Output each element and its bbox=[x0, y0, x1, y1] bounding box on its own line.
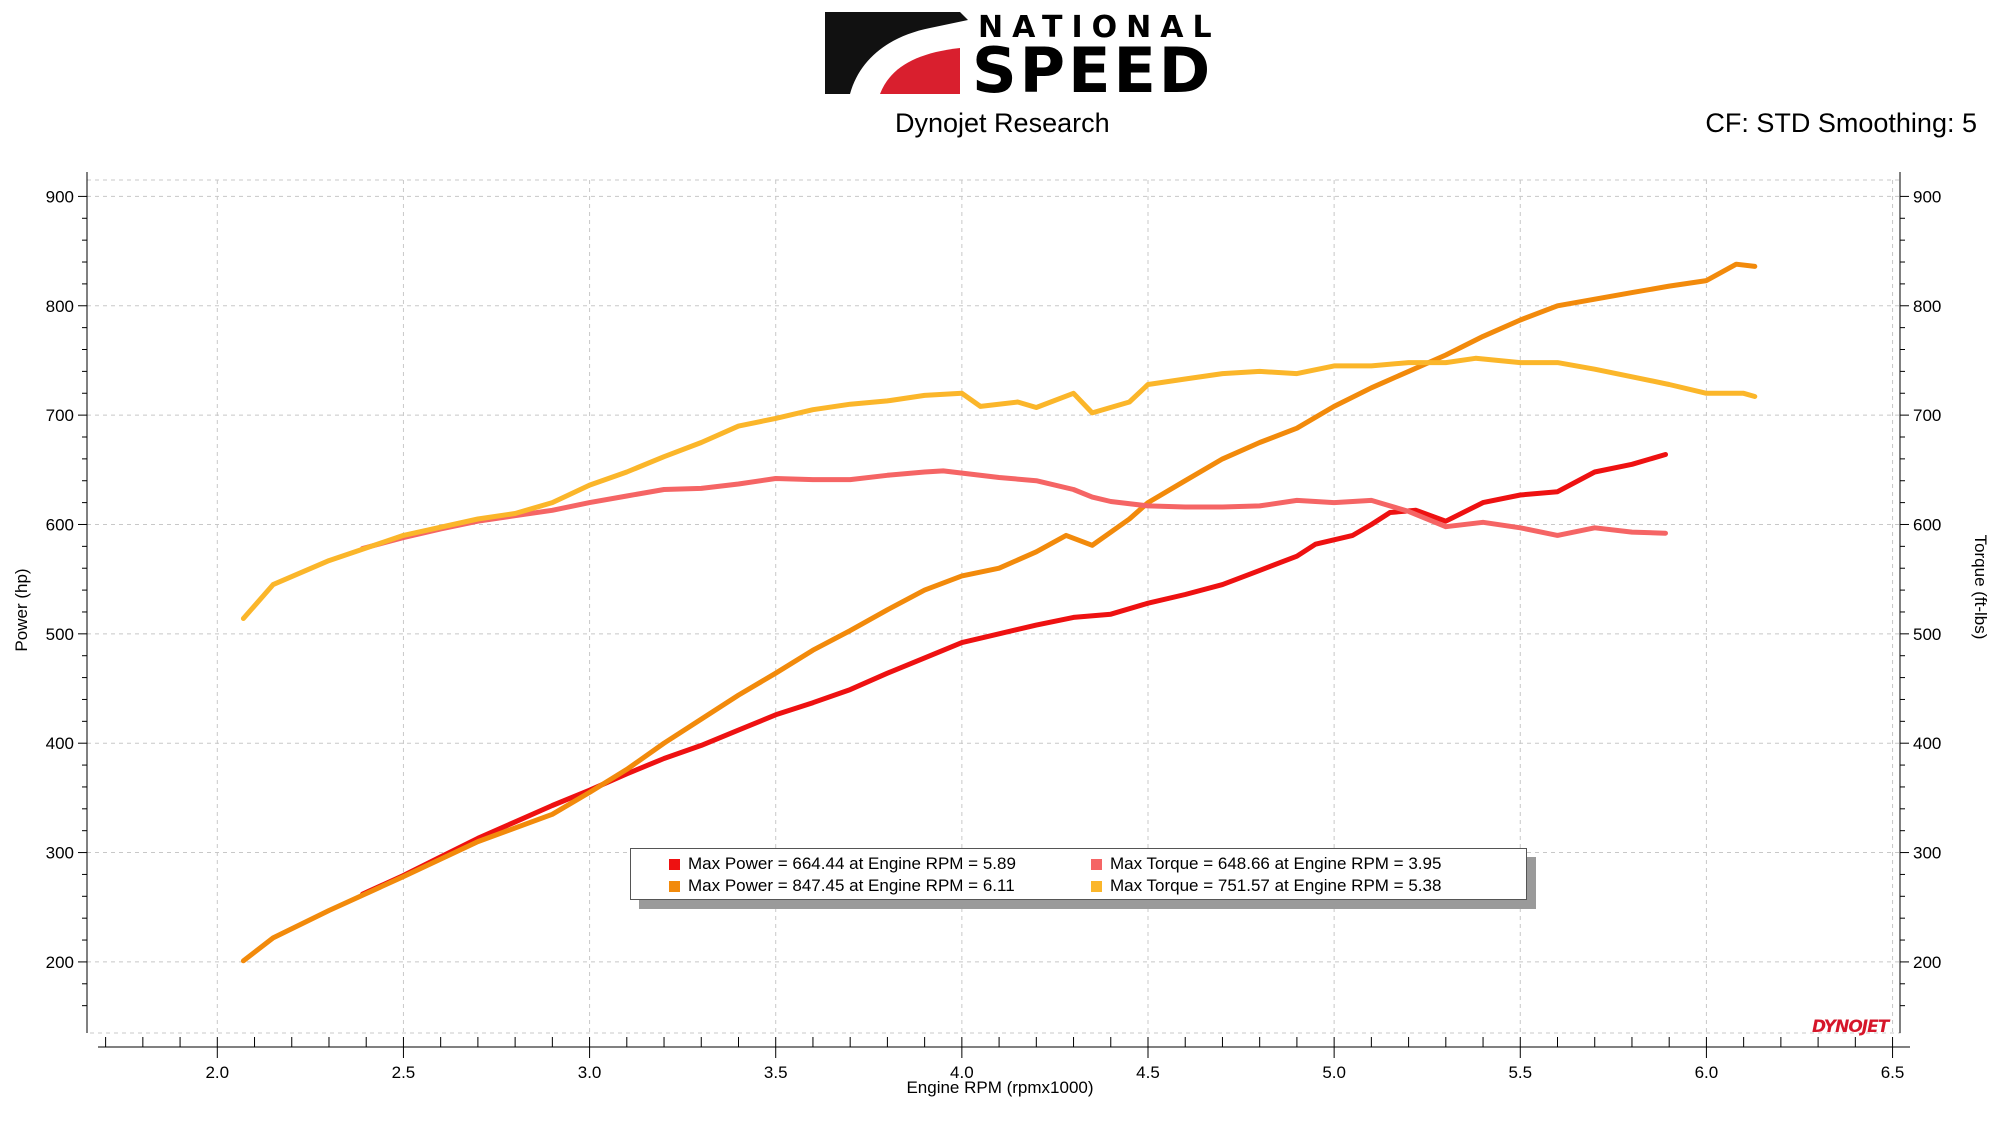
y-tick-label-left: 900 bbox=[46, 187, 74, 206]
chart-subtitle: Dynojet Research bbox=[895, 108, 1110, 138]
gridlines bbox=[86, 179, 1901, 1034]
plot-frame bbox=[86, 179, 1901, 1034]
y-tick-label-left: 800 bbox=[46, 297, 74, 316]
y-tick-label-right: 700 bbox=[1913, 406, 1941, 425]
series-line-3 bbox=[360, 468, 1668, 551]
y-tick-label-right: 300 bbox=[1913, 844, 1941, 863]
legend-item: Max Power = 664.44 at Engine RPM = 5.89 bbox=[669, 854, 1016, 874]
logo-text-top: NATIONAL bbox=[978, 10, 1221, 45]
y-tick-label-right: 200 bbox=[1913, 953, 1941, 972]
y-tick-label-left: 700 bbox=[46, 406, 74, 425]
y-tick-label-left: 200 bbox=[46, 953, 74, 972]
legend-label: Max Power = 664.44 at Engine RPM = 5.89 bbox=[688, 854, 1016, 873]
y-axis-right-title: Torque (ft-lbs) bbox=[1971, 535, 1990, 640]
logo-text-bottom: SPEED bbox=[972, 34, 1214, 107]
x-tick-label: 2.0 bbox=[205, 1063, 229, 1082]
y-tick-label-right: 900 bbox=[1913, 187, 1941, 206]
x-tick-label: 5.0 bbox=[1322, 1063, 1346, 1082]
axes bbox=[78, 172, 1910, 1058]
legend-swatch-power-run1 bbox=[669, 859, 680, 870]
y-tick-label-right: 800 bbox=[1913, 297, 1941, 316]
x-tick-label: 5.5 bbox=[1508, 1063, 1532, 1082]
series-lines bbox=[240, 261, 1758, 964]
national-speed-logo: NATIONAL SPEED bbox=[820, 8, 1212, 107]
legend-item: Max Torque = 751.57 at Engine RPM = 5.38 bbox=[1091, 876, 1441, 896]
y-tick-label-left: 600 bbox=[46, 515, 74, 534]
x-tick-label: 3.5 bbox=[764, 1063, 788, 1082]
x-axis-title: Engine RPM (rpmx1000) bbox=[906, 1078, 1093, 1097]
x-tick-label: 4.5 bbox=[1136, 1063, 1160, 1082]
y-tick-label-left: 500 bbox=[46, 625, 74, 644]
x-tick-label: 6.5 bbox=[1881, 1063, 1905, 1082]
y-tick-label-right: 500 bbox=[1913, 625, 1941, 644]
x-tick-label: 3.0 bbox=[578, 1063, 602, 1082]
y-tick-label-right: 400 bbox=[1913, 734, 1941, 753]
y-tick-label-right: 600 bbox=[1913, 515, 1941, 534]
x-tick-label: 6.0 bbox=[1695, 1063, 1719, 1082]
x-tick-label: 2.5 bbox=[392, 1063, 416, 1082]
legend-item: Max Torque = 648.66 at Engine RPM = 3.95 bbox=[1091, 854, 1441, 874]
legend-label: Max Torque = 648.66 at Engine RPM = 3.95 bbox=[1110, 854, 1442, 873]
series-line-2 bbox=[240, 261, 1758, 964]
series-line-4 bbox=[240, 355, 1758, 621]
y-axis-left-title: Power (hp) bbox=[12, 568, 31, 651]
legend-swatch-power-run2 bbox=[669, 881, 680, 892]
axis-labels: 200 200 300 300 400 400 500 500 600 600 700 700 800 8… bbox=[46, 187, 1942, 1082]
legend-item: Max Power = 847.45 at Engine RPM = 6.11 bbox=[669, 876, 1015, 896]
correction-factor-label: CF: STD Smoothing: 5 bbox=[1705, 108, 1977, 138]
legend-label: Max Torque = 751.57 at Engine RPM = 5.38 bbox=[1110, 876, 1442, 895]
logo-emblem-icon bbox=[825, 12, 968, 96]
y-tick-label-left: 400 bbox=[46, 734, 74, 753]
legend-swatch-torque-run2 bbox=[1091, 881, 1102, 892]
y-tick-label-left: 300 bbox=[46, 844, 74, 863]
legend: Max Power = 664.44 at Engine RPM = 5.89 … bbox=[630, 848, 1527, 900]
legend-label: Max Power = 847.45 at Engine RPM = 6.11 bbox=[688, 876, 1015, 895]
series-line-1 bbox=[360, 452, 1668, 897]
dynojet-brand-logo: DYNOJET bbox=[1812, 1017, 1889, 1037]
legend-swatch-torque-run1 bbox=[1091, 859, 1102, 870]
x-tick-label: 4.0 bbox=[950, 1063, 974, 1082]
